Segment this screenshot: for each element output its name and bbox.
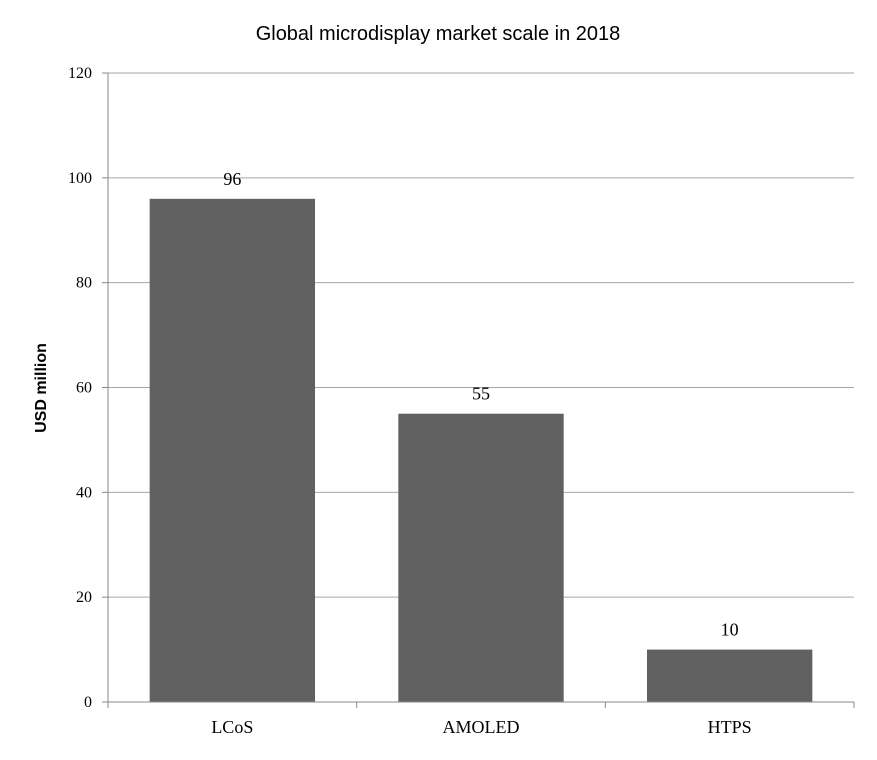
data-label: 55 (472, 384, 490, 404)
x-category-label: HTPS (708, 717, 752, 737)
y-axis-ticks: 0 20 40 60 80 100 120 (68, 65, 108, 711)
data-label: 10 (721, 620, 739, 640)
y-tick-label: 80 (76, 275, 92, 292)
x-category-label: AMOLED (443, 717, 520, 737)
bar-lcos (149, 198, 316, 703)
bar-htps (646, 649, 813, 702)
y-tick-label: 100 (68, 170, 92, 187)
x-axis-categories: LCoS AMOLED HTPS (211, 717, 751, 737)
y-tick-label: 20 (76, 589, 92, 606)
y-tick-label: 120 (68, 65, 92, 82)
x-category-label: LCoS (211, 717, 253, 737)
chart-title: Global microdisplay market scale in 2018 (256, 23, 621, 45)
bar-amoled (398, 413, 564, 702)
y-axis-label: USD million (33, 343, 50, 433)
y-tick-label: 0 (84, 694, 92, 711)
data-label: 96 (223, 169, 241, 189)
axes (107, 73, 855, 708)
bars (149, 198, 813, 703)
data-labels: 96 55 10 (223, 169, 738, 640)
y-tick-label: 40 (76, 484, 92, 501)
y-tick-label: 60 (76, 380, 92, 397)
